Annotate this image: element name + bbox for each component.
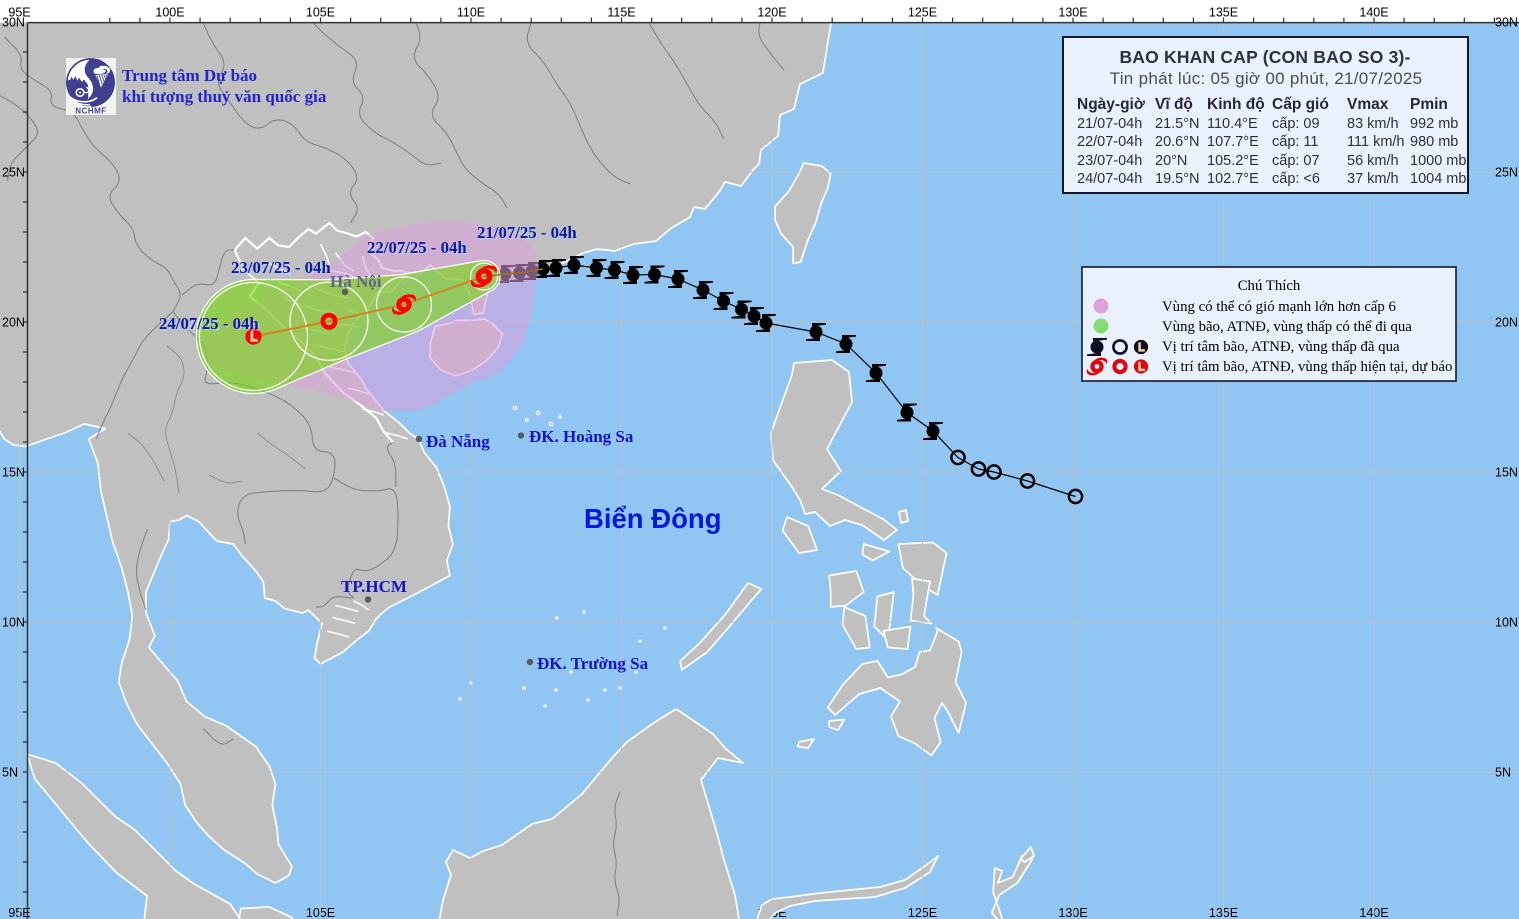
svg-text:Vùng bão, ATNĐ, vùng thấp có t: Vùng bão, ATNĐ, vùng thấp có thể đi qua	[1162, 319, 1412, 335]
svg-text:105.2°E: 105.2°E	[1207, 153, 1259, 169]
svg-text:23/07-04h: 23/07-04h	[1077, 153, 1142, 169]
svg-text:15N: 15N	[2, 466, 25, 480]
svg-text:105E: 105E	[306, 6, 335, 20]
svg-text:110.4°E: 110.4°E	[1207, 116, 1258, 132]
svg-text:Chú Thích: Chú Thích	[1238, 278, 1301, 294]
svg-text:30N: 30N	[1495, 16, 1518, 30]
svg-text:ĐK. Hoàng Sa: ĐK. Hoàng Sa	[529, 427, 634, 446]
svg-text:cấp: <6: cấp: <6	[1272, 171, 1320, 187]
svg-text:125E: 125E	[908, 6, 937, 20]
svg-text:95E: 95E	[8, 6, 30, 20]
svg-text:Cấp gió: Cấp gió	[1272, 96, 1329, 113]
svg-text:Vị trí tâm bão, ATNĐ, vùng thấ: Vị trí tâm bão, ATNĐ, vùng thấp đã qua	[1162, 339, 1400, 355]
svg-text:110E: 110E	[457, 6, 485, 20]
svg-text:Vùng có thể có gió mạnh lớn hơ: Vùng có thể có gió mạnh lớn hơn cấp 6	[1162, 299, 1396, 315]
svg-text:ĐK. Trường Sa: ĐK. Trường Sa	[537, 654, 649, 673]
svg-text:cấp: 11: cấp: 11	[1272, 134, 1319, 150]
svg-text:Đà Nẵng: Đà Nẵng	[426, 432, 490, 451]
svg-text:22/07/25 - 04h: 22/07/25 - 04h	[367, 238, 467, 257]
svg-text:135E: 135E	[1209, 6, 1238, 20]
svg-text:cấp: 09: cấp: 09	[1272, 116, 1320, 132]
svg-text:23/07/25 - 04h: 23/07/25 - 04h	[231, 258, 331, 277]
svg-text:Tin phát lúc: 05 giờ 00 phút,: Tin phát lúc: 05 giờ 00 phút, 21/07/2025	[1110, 69, 1423, 88]
svg-text:Trung tâm Dự báo: Trung tâm Dự báo	[122, 66, 257, 85]
svg-text:24/07-04h: 24/07-04h	[1077, 171, 1142, 187]
svg-text:107.7°E: 107.7°E	[1207, 134, 1259, 150]
svg-text:100E: 100E	[155, 6, 184, 20]
svg-text:37 km/h: 37 km/h	[1347, 171, 1399, 187]
svg-text:980 mb: 980 mb	[1410, 134, 1458, 150]
svg-text:21/07/25 - 04h: 21/07/25 - 04h	[477, 223, 577, 242]
svg-text:TP.HCM: TP.HCM	[341, 577, 407, 596]
svg-text:25N: 25N	[1495, 166, 1518, 180]
svg-text:24/07/25 - 04h: 24/07/25 - 04h	[159, 314, 259, 333]
svg-text:56 km/h: 56 km/h	[1347, 153, 1399, 169]
svg-text:NCHMF: NCHMF	[75, 107, 106, 116]
svg-text:19.5°N: 19.5°N	[1155, 171, 1200, 187]
svg-text:83 km/h: 83 km/h	[1347, 116, 1399, 132]
svg-text:cấp: 07: cấp: 07	[1272, 153, 1320, 169]
svg-text:30N: 30N	[2, 16, 25, 30]
svg-text:25N: 25N	[2, 166, 25, 180]
svg-text:20.6°N: 20.6°N	[1155, 134, 1200, 150]
svg-text:Vmax: Vmax	[1347, 96, 1389, 113]
svg-text:5N: 5N	[2, 766, 18, 780]
svg-text:21.5°N: 21.5°N	[1155, 116, 1200, 132]
svg-text:22/07/25 - 04h: 22/07/25 - 04h	[369, 240, 469, 259]
svg-text:20N: 20N	[1495, 316, 1518, 330]
svg-text:21/07/25 - 04h: 21/07/25 - 04h	[479, 225, 579, 244]
svg-text:21/07-04h: 21/07-04h	[1077, 116, 1142, 132]
svg-text:khí tượng thuỷ văn quốc gia: khí tượng thuỷ văn quốc gia	[122, 87, 327, 106]
svg-text:24/07/25 - 04h: 24/07/25 - 04h	[161, 316, 261, 335]
svg-text:Kinh độ: Kinh độ	[1207, 96, 1265, 113]
svg-text:20°N: 20°N	[1155, 153, 1187, 169]
svg-text:Vị trí tâm bão, ATNĐ, vùng thấ: Vị trí tâm bão, ATNĐ, vùng thấp hiện tại…	[1162, 359, 1452, 375]
svg-text:10N: 10N	[1495, 616, 1518, 630]
svg-text:111 km/h: 111 km/h	[1347, 134, 1405, 150]
svg-text:1000 mb: 1000 mb	[1410, 153, 1466, 169]
svg-text:Ngày-giờ: Ngày-giờ	[1077, 96, 1146, 113]
svg-text:Hà Nội: Hà Nội	[330, 272, 382, 291]
svg-text:Pmin: Pmin	[1410, 96, 1448, 113]
svg-text:BAO KHAN CAP (CON BAO SO 3)-: BAO KHAN CAP (CON BAO SO 3)-	[1119, 47, 1410, 67]
svg-text:20N: 20N	[2, 316, 25, 330]
svg-text:15N: 15N	[1495, 466, 1518, 480]
svg-text:992 mb: 992 mb	[1410, 116, 1458, 132]
svg-text:115E: 115E	[607, 6, 635, 20]
svg-text:23/07/25 - 04h: 23/07/25 - 04h	[233, 260, 333, 279]
svg-text:1004 mb: 1004 mb	[1410, 171, 1466, 187]
svg-text:Biển Đông: Biển Đông	[584, 503, 722, 534]
svg-text:22/07-04h: 22/07-04h	[1077, 134, 1142, 150]
svg-text:140E: 140E	[1359, 6, 1388, 20]
svg-text:130E: 130E	[1058, 6, 1087, 20]
svg-text:5N: 5N	[1495, 766, 1511, 780]
svg-text:10N: 10N	[2, 616, 25, 630]
svg-text:102.7°E: 102.7°E	[1207, 171, 1259, 187]
svg-text:120E: 120E	[757, 6, 786, 20]
svg-text:Vĩ độ: Vĩ độ	[1155, 96, 1193, 113]
